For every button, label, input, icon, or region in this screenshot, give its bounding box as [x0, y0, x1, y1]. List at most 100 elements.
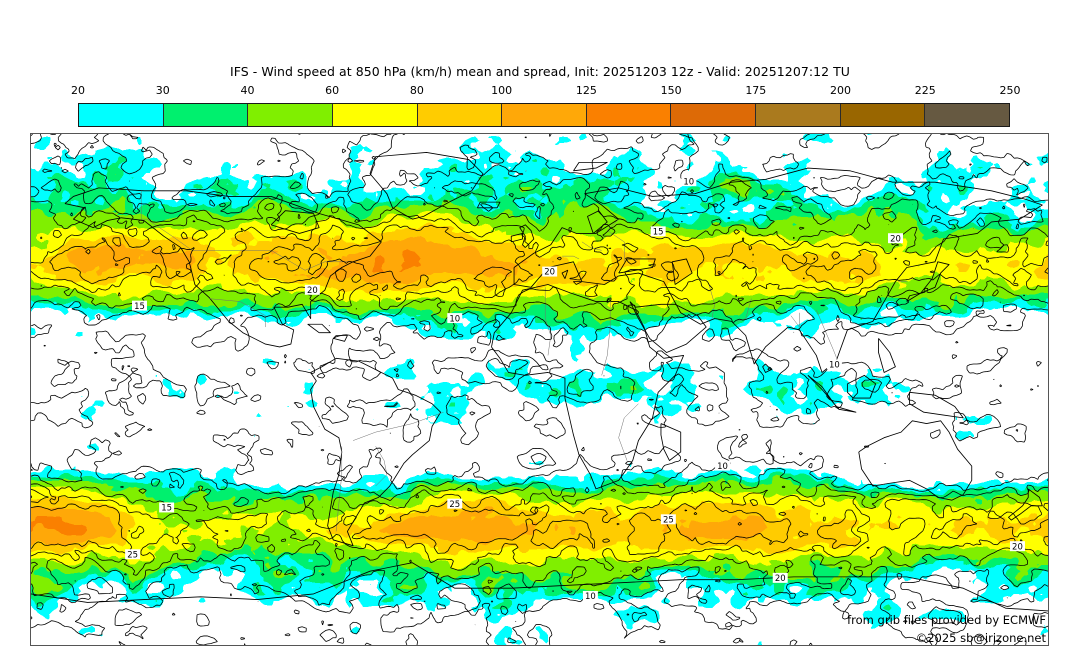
- contour-label-20: 20: [544, 267, 555, 277]
- colorbar-band-20-30: [79, 104, 164, 126]
- coastline-segment: [671, 258, 693, 285]
- colorbar-band-40-60: [248, 104, 333, 126]
- coastline-segment: [629, 301, 707, 353]
- contour-label-halo: [772, 572, 788, 583]
- colorbar-tick-200: 200: [830, 84, 852, 97]
- copyright-credit: ©2025 sb@irizone.net: [915, 631, 1046, 645]
- contour-label-15: 15: [653, 227, 664, 237]
- colorbar-band-225-250: [925, 104, 1010, 126]
- contour-label-halo: [681, 176, 697, 187]
- colorbar-tick-20: 20: [71, 84, 85, 97]
- coastline-segment: [573, 161, 608, 172]
- contour-label-halo: [159, 502, 175, 513]
- coastline-segment: [573, 281, 583, 285]
- contour-label-20: 20: [890, 233, 901, 243]
- coastline-segment: [660, 423, 682, 461]
- page-title: IFS - Wind speed at 850 hPa (km/h) mean …: [230, 64, 850, 79]
- contour-label-10: 10: [449, 313, 460, 323]
- coastline-segment: [310, 357, 442, 547]
- world-wind-field-map: 10 10 10 10 10 15 15 15 20 20 20 20 20 25 25 25: [31, 134, 1048, 645]
- border-segment: [606, 218, 625, 262]
- colorbar-band-200-225: [840, 104, 926, 126]
- colorbar-tick-40: 40: [240, 84, 255, 97]
- colorbar-band-30-40: [163, 104, 249, 126]
- colorbar-band-150-175: [671, 104, 757, 126]
- coastline-segment: [64, 187, 382, 348]
- border-segment: [335, 446, 343, 532]
- colorbar-tick-250: 250: [999, 84, 1021, 97]
- coastline-segment: [519, 224, 535, 248]
- colorbar-tick-225: 225: [914, 84, 936, 97]
- contour-label-halo: [660, 514, 676, 525]
- colorbar-tick-125: 125: [575, 84, 597, 97]
- border-segment: [208, 298, 266, 328]
- border-segment: [708, 284, 715, 319]
- colorbar-band-125-150: [586, 104, 672, 126]
- contour-label-25: 25: [127, 549, 138, 559]
- coastline-segment: [332, 335, 348, 342]
- contour-label-halo: [1009, 541, 1025, 552]
- wind-band-40-60: [31, 174, 1048, 596]
- contour-label-halo: [447, 313, 463, 324]
- border-segment: [816, 309, 840, 364]
- colorbar-bands: [78, 103, 1010, 127]
- colorbar-tick-60: 60: [325, 84, 340, 97]
- coastline-segment: [909, 391, 964, 419]
- colorbar: [78, 103, 1010, 127]
- contour-label-10: 10: [829, 360, 840, 370]
- border-segment: [790, 312, 800, 328]
- contour-label-10: 10: [683, 176, 694, 186]
- colorbar-tick-80: 80: [409, 84, 424, 97]
- colorbar-tick-labels: 20 30 40 60 80 100 125 150 175 200 225 250: [71, 84, 1021, 99]
- colorbar-band-175-200: [756, 104, 841, 126]
- contour-label-halo: [582, 591, 598, 601]
- coastline-segment: [846, 374, 877, 399]
- contour-label-25: 25: [449, 499, 460, 509]
- wind-band-20-30: [31, 134, 1048, 645]
- contour-level-20: [31, 191, 1048, 584]
- border-segment: [737, 298, 752, 322]
- contour-label-halo: [125, 549, 141, 560]
- colorbar-tick-30: 30: [155, 84, 170, 97]
- coastline-segment: [270, 210, 320, 234]
- spread-contour-lines: [31, 134, 1048, 645]
- wind-band-100-125: [31, 236, 776, 546]
- contour-label-halo: [826, 359, 842, 370]
- colorbar-tick-175: 175: [745, 84, 767, 97]
- colorbar-band-100-125: [502, 104, 587, 126]
- border-segment: [562, 255, 580, 260]
- contour-label-20: 20: [775, 573, 786, 583]
- contour-label-20: 20: [1012, 541, 1023, 551]
- wind-band-30-40: [31, 156, 1048, 611]
- contour-labels: 10 10 10 10 10 15 15 15 20 20 20 20 20 25 25 25: [125, 176, 1025, 601]
- contour-label-10: 10: [717, 461, 728, 471]
- contour-label-halo: [715, 460, 731, 471]
- contour-label-halo: [888, 233, 903, 244]
- coastline-segment: [906, 261, 950, 302]
- contour-label-halo: [542, 266, 558, 277]
- contour-label-15: 15: [161, 503, 172, 513]
- contour-label-halo: [304, 284, 320, 295]
- coastline-segment: [807, 375, 857, 413]
- political-borders: [140, 190, 907, 532]
- contour-label-halo: [132, 300, 147, 311]
- border-segment: [375, 446, 388, 487]
- coastline-segment: [618, 258, 656, 274]
- coastline-segment: [307, 323, 331, 334]
- coastline-segment: [878, 338, 896, 373]
- coastline-segment: [858, 420, 973, 501]
- coastline-segment: [369, 152, 484, 220]
- border-segment: [140, 190, 351, 271]
- wind-band-80-100: [31, 222, 1048, 556]
- wind-speed-filled-contours: [31, 134, 1048, 645]
- data-source-credit: from grib files provided by ECMWF: [847, 613, 1046, 627]
- border-segment: [581, 241, 602, 251]
- coastlines: [31, 152, 1048, 612]
- coastline-segment: [513, 167, 1043, 373]
- border-segment: [618, 403, 639, 461]
- contour-label-halo: [650, 226, 666, 237]
- contour-label-20: 20: [307, 285, 318, 295]
- colorbar-tick-100: 100: [491, 84, 513, 97]
- colorbar-band-60-80: [332, 104, 418, 126]
